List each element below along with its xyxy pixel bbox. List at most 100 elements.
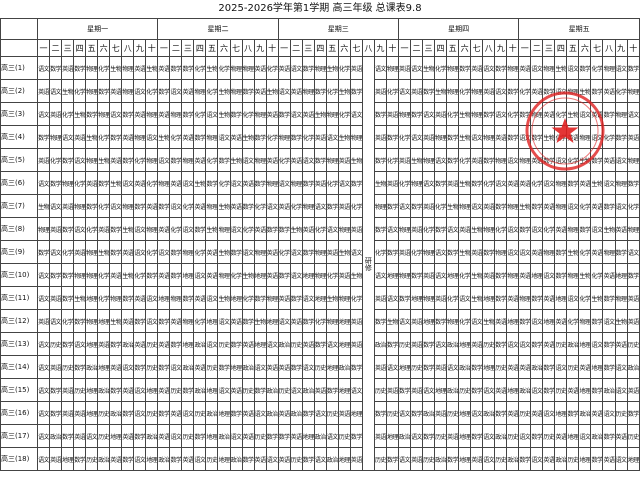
lesson: 数学: [121, 401, 135, 425]
lesson: 化学: [325, 263, 339, 287]
lesson: 数学: [494, 263, 508, 287]
lesson: 语文: [265, 332, 279, 356]
lesson: 语文: [566, 194, 580, 218]
lesson: 化学: [313, 217, 327, 241]
lesson: 语文: [397, 309, 411, 333]
lesson: 数学: [482, 148, 496, 172]
lesson: 物理: [434, 125, 448, 149]
lesson: 地理: [554, 401, 568, 425]
lesson: 语文: [518, 332, 532, 356]
lesson: 政治: [590, 424, 604, 448]
lesson: 语文: [421, 171, 436, 195]
lesson: 语文: [36, 171, 51, 195]
lesson: 化学: [145, 240, 159, 264]
lesson: 语文: [36, 102, 51, 126]
lesson: 数学: [446, 240, 460, 264]
period-header: 十: [385, 39, 399, 57]
lesson: 化学: [566, 309, 580, 333]
lesson: 英语: [542, 332, 556, 356]
lesson: 地理: [337, 447, 351, 471]
lesson: 英语: [121, 309, 135, 333]
period-header: 五: [566, 39, 580, 57]
lesson: 英语: [434, 286, 448, 310]
lesson: 政治: [229, 447, 243, 471]
lesson: 化学: [349, 286, 363, 310]
class-label: 高三(14): [0, 355, 38, 379]
lesson: 数学: [373, 148, 387, 172]
lesson: 化学: [373, 240, 387, 264]
lesson: 生物: [61, 79, 75, 103]
lesson: 英语: [301, 217, 315, 241]
lesson: 生物: [385, 309, 399, 333]
lesson: 语文: [301, 355, 315, 379]
lesson: 英语: [289, 424, 303, 448]
lesson: 语文: [385, 286, 399, 310]
lesson: 数学: [446, 148, 460, 172]
lesson: 化学: [337, 56, 351, 80]
lesson: 英语: [542, 194, 556, 218]
lesson: 英语: [385, 171, 399, 195]
class-row: 高三(13) 语文 历史 数学 语文 地理 英语 数学 政治 英语 历史 英语 数学 地理 政治 语文 历史 数学…: [0, 332, 640, 356]
lesson: 数学: [385, 447, 399, 471]
lesson: 化学: [458, 79, 472, 103]
lesson: 历史: [73, 378, 87, 402]
lesson: 数学: [530, 286, 544, 310]
lesson: 政治: [554, 447, 568, 471]
lesson: 语文: [36, 447, 51, 471]
lesson: 化学: [325, 171, 339, 195]
period-header: 四: [193, 39, 207, 57]
lesson: 物理: [385, 56, 399, 80]
lesson: 数学: [229, 332, 243, 356]
lesson: 化学: [241, 217, 255, 241]
lesson: 历史: [85, 447, 99, 471]
lesson: 语文: [73, 332, 87, 356]
lesson: 数学: [97, 79, 111, 103]
lesson: 数学: [109, 125, 123, 149]
lesson: 化学: [193, 309, 207, 333]
lesson: 化学: [289, 194, 303, 218]
lesson: 生物: [253, 309, 267, 333]
lesson: 语文: [253, 401, 267, 425]
lesson: 数学: [434, 309, 448, 333]
lesson: 英语: [554, 424, 568, 448]
lesson: 生物: [434, 79, 448, 103]
lesson: 英语: [49, 447, 63, 471]
class-label: 高三(13): [0, 332, 38, 356]
lesson: 数学: [301, 56, 315, 80]
lesson: 数学: [313, 332, 327, 356]
lesson: 政治: [530, 355, 544, 379]
lesson: 历史: [494, 447, 508, 471]
lesson: 数学: [518, 447, 532, 471]
lesson: 生物: [36, 194, 51, 218]
lesson: 化学: [542, 217, 556, 241]
lesson: 生物: [325, 56, 339, 80]
lesson: 地理: [590, 355, 604, 379]
lesson: 英语: [397, 56, 411, 80]
lesson: 化学: [337, 102, 351, 126]
lesson: 政治: [397, 424, 411, 448]
lesson: 物理: [121, 56, 135, 80]
lesson: 政治: [458, 355, 472, 379]
lesson: 数学: [61, 217, 75, 241]
lesson: 英语: [97, 332, 111, 356]
period-header: 五: [205, 39, 219, 57]
lesson: 语文: [313, 194, 327, 218]
lesson: 数学: [169, 332, 183, 356]
lesson: 数学: [530, 424, 544, 448]
lesson: 语文: [506, 148, 520, 172]
lesson: 英语: [313, 378, 327, 402]
lesson: 语文: [506, 240, 520, 264]
lesson: 语文: [289, 240, 303, 264]
class-label: 高三(4): [0, 125, 38, 149]
lesson: 语文: [181, 171, 195, 195]
lesson: 英语: [530, 401, 544, 425]
lesson: 物理: [626, 79, 640, 103]
lesson: 化学: [169, 217, 183, 241]
lesson: 语文: [470, 401, 484, 425]
lesson: 地理: [397, 355, 411, 379]
period-header: 六: [97, 39, 111, 57]
lesson: 地理: [61, 447, 75, 471]
class-label: 高三(12): [0, 309, 38, 333]
lesson: 物理: [181, 148, 195, 172]
lesson: 物理: [289, 171, 303, 195]
